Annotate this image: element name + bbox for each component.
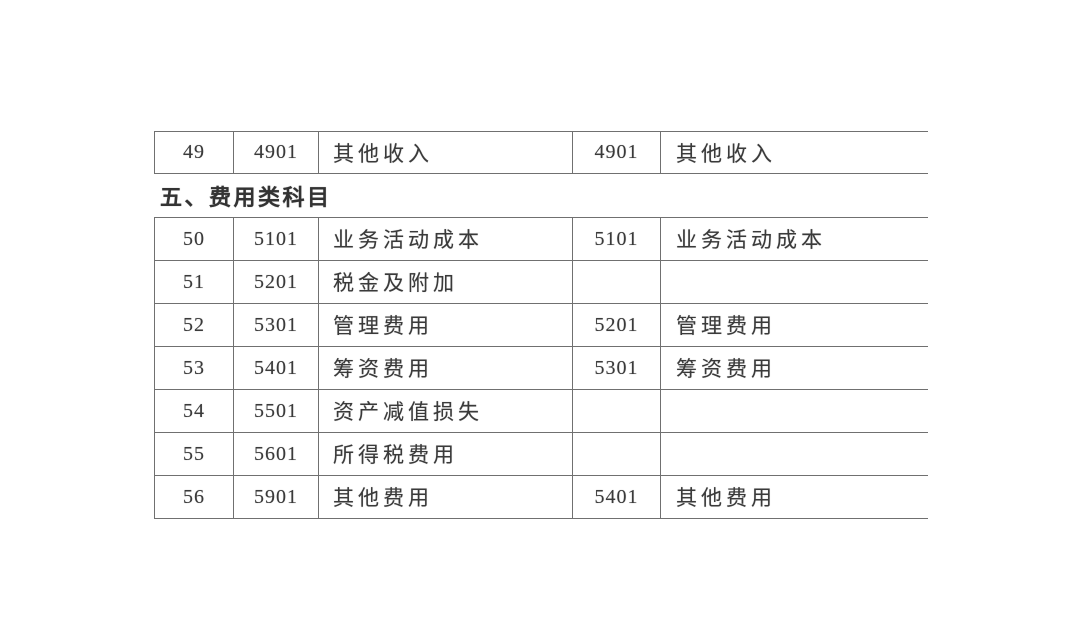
code-right-cell: 4901 [572,132,660,173]
row-number-cell: 54 [154,390,233,432]
code-left-cell: 5501 [233,390,318,432]
name-left-cell: 其他收入 [318,132,572,173]
table-row-54: 54 5501 资产减值损失 [154,390,928,433]
code-left-cell: 5901 [233,476,318,518]
row-number-cell: 49 [154,132,233,173]
name-right-cell: 其他费用 [660,476,928,518]
row-number-cell: 55 [154,433,233,475]
code-right-cell: 5301 [572,347,660,389]
table-row-55: 55 5601 所得税费用 [154,433,928,476]
name-right-cell: 业务活动成本 [660,218,928,260]
name-right-cell: 管理费用 [660,304,928,346]
row-number-cell: 56 [154,476,233,518]
code-right-cell [572,261,660,303]
code-right-cell: 5201 [572,304,660,346]
table-row-49: 49 4901 其他收入 4901 其他收入 [154,131,928,174]
section-header-label: 五、费用类科目 [160,184,332,210]
code-right-cell [572,390,660,432]
row-number-cell: 53 [154,347,233,389]
row-number-cell: 51 [154,261,233,303]
name-right-cell [660,390,928,432]
row-number-cell: 52 [154,304,233,346]
code-left-cell: 5401 [233,347,318,389]
code-left-cell: 5601 [233,433,318,475]
code-left-cell: 4901 [233,132,318,173]
name-left-cell: 业务活动成本 [318,218,572,260]
code-right-cell [572,433,660,475]
table-row-56: 56 5901 其他费用 5401 其他费用 [154,476,928,519]
code-right-cell: 5401 [572,476,660,518]
name-left-cell: 管理费用 [318,304,572,346]
name-right-cell: 其他收入 [660,132,928,173]
table-row-53: 53 5401 筹资费用 5301 筹资费用 [154,347,928,390]
accounts-comparison-table: 49 4901 其他收入 4901 其他收入 五、费用类科目 50 5101 业… [154,131,928,519]
name-right-cell [660,261,928,303]
row-number-cell: 50 [154,218,233,260]
table-row-52: 52 5301 管理费用 5201 管理费用 [154,304,928,347]
name-right-cell: 筹资费用 [660,347,928,389]
name-left-cell: 筹资费用 [318,347,572,389]
name-left-cell: 所得税费用 [318,433,572,475]
code-right-cell: 5101 [572,218,660,260]
name-right-cell [660,433,928,475]
name-left-cell: 资产减值损失 [318,390,572,432]
name-left-cell: 其他费用 [318,476,572,518]
code-left-cell: 5101 [233,218,318,260]
section-header-row: 五、费用类科目 [154,174,928,218]
table-row-51: 51 5201 税金及附加 [154,261,928,304]
name-left-cell: 税金及附加 [318,261,572,303]
code-left-cell: 5201 [233,261,318,303]
code-left-cell: 5301 [233,304,318,346]
table-row-50: 50 5101 业务活动成本 5101 业务活动成本 [154,218,928,261]
